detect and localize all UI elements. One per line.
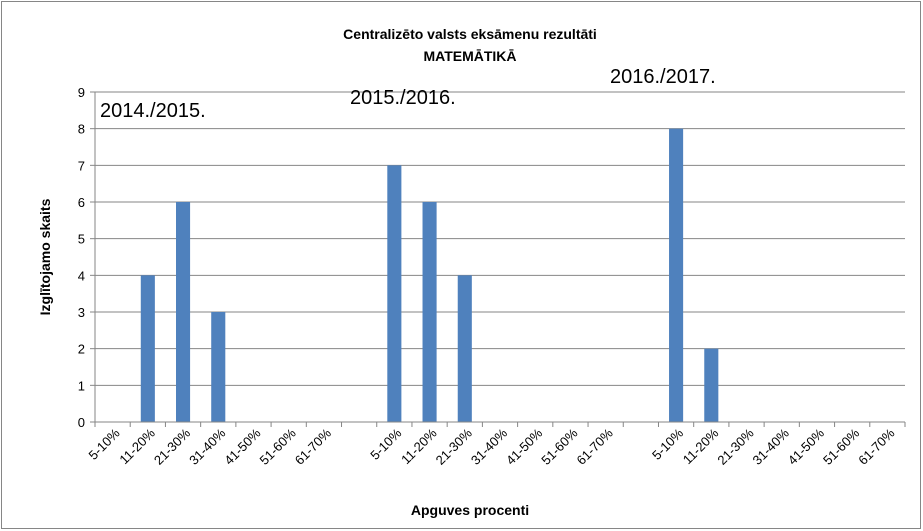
y-tick-label: 4 (78, 268, 85, 283)
y-tick-label: 1 (78, 378, 85, 393)
y-axis-title: Izglītojamo skaits (37, 198, 53, 315)
bar (669, 128, 684, 422)
bar (422, 202, 437, 422)
y-tick-label: 6 (78, 195, 85, 210)
y-tick-label: 3 (78, 305, 85, 320)
annotation: 2015./2016. (350, 87, 456, 109)
bar (457, 275, 472, 422)
y-tick-label: 0 (78, 415, 85, 430)
y-tick-label: 8 (78, 122, 85, 137)
bar (387, 165, 402, 423)
bar (140, 275, 155, 422)
y-tick-label: 2 (78, 342, 85, 357)
y-tick-label: 9 (78, 85, 85, 100)
chart-subtitle: MATEMĀTIKĀ (423, 48, 516, 64)
annotation: 2016./2017. (610, 66, 716, 88)
bar (211, 312, 226, 422)
chart-title: Centralizēto valsts eksāmenu rezultāti (343, 26, 597, 42)
x-axis-title: Apguves procenti (411, 502, 529, 518)
bar (704, 348, 719, 422)
y-tick-label: 7 (78, 158, 85, 173)
bar (176, 202, 191, 422)
annotation: 2014./2015. (100, 100, 206, 122)
y-tick-label: 5 (78, 232, 85, 247)
